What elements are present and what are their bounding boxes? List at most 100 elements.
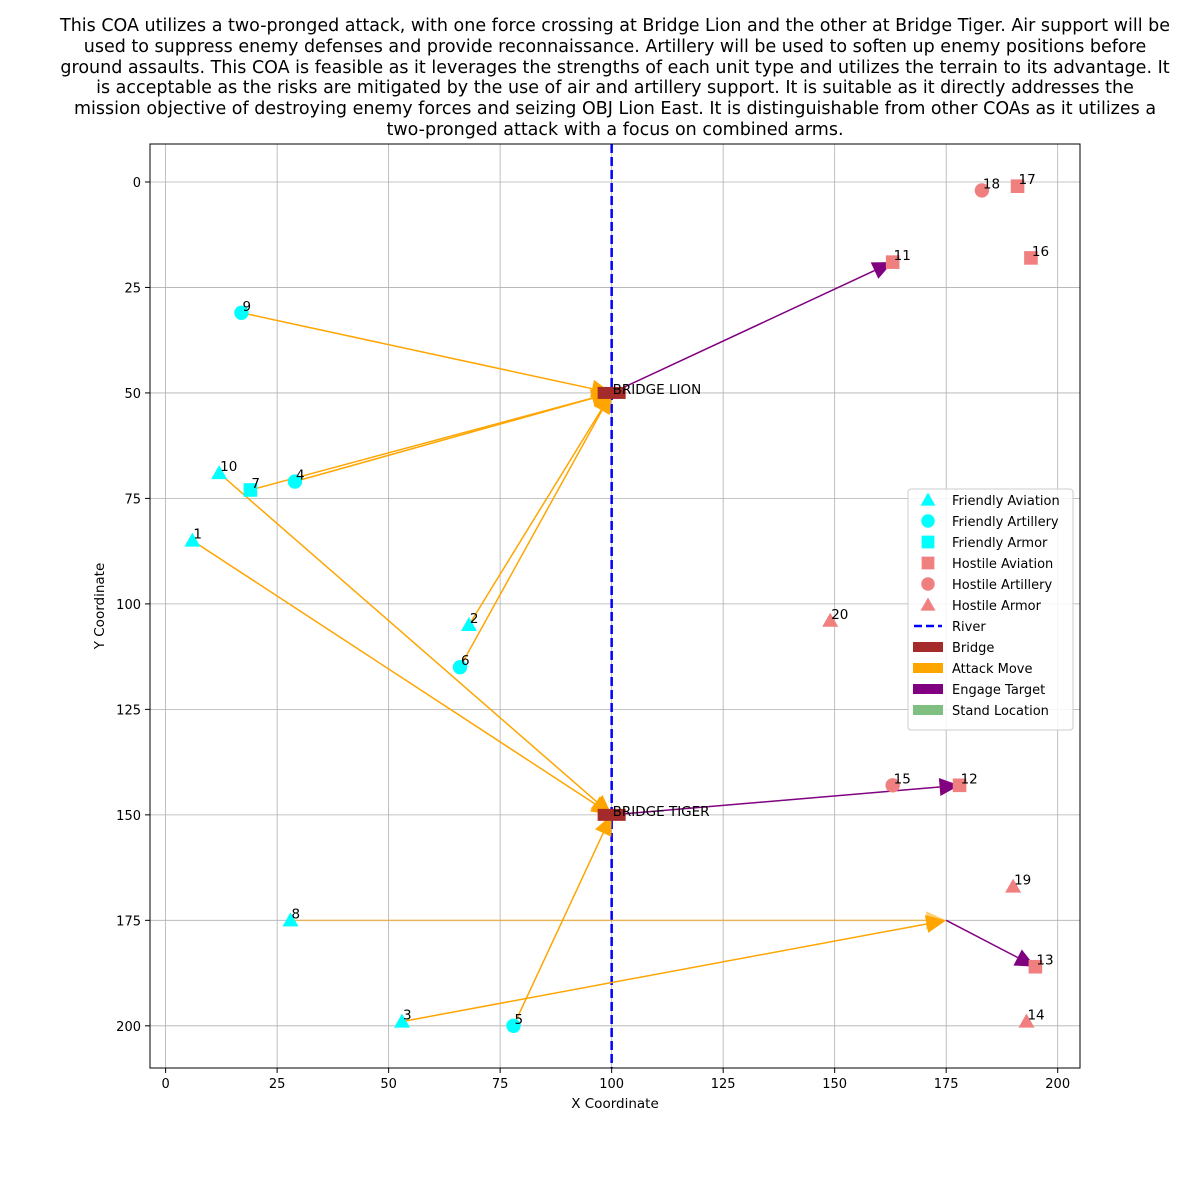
legend-circle-icon	[921, 514, 935, 528]
chart-title: This COA utilizes a two-pronged attack, …	[60, 16, 1171, 140]
bridge-label: BRIDGE LION	[613, 382, 702, 398]
friendly-circle-marker	[234, 305, 249, 320]
legend: Friendly Aviation Friendly Artillery Frien…	[907, 488, 1074, 731]
legend-triangle-icon	[920, 597, 936, 611]
unit-label: 15	[894, 771, 911, 787]
legend-label: Friendly Artillery	[952, 515, 1059, 530]
friendly-triangle-marker	[211, 465, 228, 480]
unit-label: 9	[242, 299, 251, 315]
hostile-triangle-marker	[1005, 878, 1022, 893]
unit-label: 12	[961, 771, 978, 787]
legend-patch-icon	[913, 684, 943, 694]
friendly-circle-marker	[287, 474, 303, 489]
friendly-circle-marker	[452, 659, 468, 675]
friendly-square-marker	[243, 483, 258, 497]
bridge-marker	[597, 386, 626, 399]
legend-label: Stand Location	[952, 704, 1049, 719]
unit-label: 5	[515, 1012, 524, 1028]
unit-label: 16	[1032, 244, 1049, 260]
x-axis-label: X Coordinate	[571, 1096, 659, 1112]
x-tick-label: 150	[822, 1077, 847, 1092]
friendly-triangle-marker	[394, 1013, 411, 1028]
unit-label: 4	[296, 468, 305, 484]
attack-move-layer	[191, 312, 947, 1027]
hostile-square-marker	[1010, 179, 1025, 193]
y-tick-label: 100	[116, 598, 141, 613]
attack-move-arrow	[290, 911, 947, 930]
unit-label: 11	[894, 248, 911, 264]
attack-move-arrow	[459, 392, 612, 668]
x-tick-label: 125	[711, 1077, 736, 1092]
y-axis-label: Y Coordinate	[92, 563, 108, 651]
engage-target-arrow	[945, 919, 1036, 967]
engage-target-arrow-shaft	[945, 919, 1018, 959]
legend-label: Bridge	[952, 641, 994, 656]
unit-label: 13	[1036, 953, 1053, 969]
legend-label: River	[952, 620, 986, 635]
attack-move-arrow	[401, 915, 947, 1023]
x-tick-label: 50	[380, 1077, 397, 1092]
unit-label: 8	[292, 906, 301, 922]
unit-label: 2	[470, 611, 479, 627]
attack-move-arrow-shaft	[191, 539, 596, 805]
y-tick-label: 75	[124, 492, 141, 507]
unit-label: 17	[1019, 172, 1036, 188]
attack-move-arrow-shaft	[250, 397, 593, 491]
attack-move-arrow-shaft	[512, 832, 604, 1027]
hostile-circle-marker	[885, 778, 900, 793]
y-tick-label: 175	[116, 914, 141, 929]
unit-label: 7	[251, 476, 260, 492]
legend-label: Hostile Armor	[952, 599, 1042, 614]
y-tick-label: 150	[116, 809, 141, 824]
legend-patch-icon	[913, 642, 943, 652]
legend-label: Hostile Aviation	[952, 557, 1053, 572]
legend-label: Engage Target	[952, 683, 1045, 698]
y-tick-label: 200	[116, 1020, 141, 1035]
legend-patch-icon	[913, 663, 943, 673]
attack-move-arrow	[468, 392, 612, 626]
engage-target-arrow	[611, 778, 960, 816]
engage-target-arrow-head	[938, 778, 960, 796]
legend-triangle-icon	[920, 492, 936, 506]
legend-patch-icon	[913, 705, 943, 715]
hostile-square-marker	[1024, 251, 1038, 265]
x-tick-label: 25	[269, 1077, 286, 1092]
unit-label: 20	[831, 607, 848, 623]
legend-label: Attack Move	[952, 662, 1033, 677]
attack-move-arrow-shaft	[468, 409, 602, 626]
legend-label: Hostile Artillery	[952, 578, 1052, 593]
x-tick-label: 100	[599, 1077, 624, 1092]
x-tick-label: 175	[934, 1077, 959, 1092]
y-tick-label: 0	[133, 176, 141, 191]
engage-target-arrow	[611, 262, 893, 394]
attack-move-arrow	[191, 539, 612, 815]
legend-square-icon	[921, 556, 935, 570]
unit-label: 10	[220, 459, 237, 475]
attack-move-arrow-shaft	[241, 312, 593, 390]
friendly-circle-marker	[506, 1018, 521, 1034]
legend-square-icon	[921, 535, 935, 549]
bridge-layer: BRIDGE LION BRIDGE TIGER	[597, 382, 710, 821]
y-tick-label: 125	[116, 703, 141, 718]
hostile-square-marker	[1028, 959, 1043, 974]
legend-label: Friendly Aviation	[952, 494, 1060, 509]
y-tick-label: 25	[124, 281, 141, 296]
unit-label: 1	[193, 527, 202, 543]
plot-frame	[149, 143, 1081, 1069]
attack-move-arrow-shaft	[401, 923, 927, 1023]
unit-label: 3	[403, 1008, 412, 1024]
unit-label: 19	[1014, 873, 1031, 889]
axes-layer: 0 25 50 75 100 125 150 175 200025507510012515017…	[92, 176, 1070, 1112]
hostile-triangle-marker	[822, 612, 839, 627]
unit-label: 6	[461, 653, 470, 669]
y-tick-label: 50	[124, 387, 141, 402]
engage-target-arrow-shaft	[611, 786, 940, 816]
attack-move-arrow	[241, 312, 612, 398]
x-tick-label: 0	[161, 1077, 169, 1092]
unit-label: 18	[983, 176, 1000, 192]
x-tick-label: 75	[492, 1077, 509, 1092]
x-tick-label: 200	[1045, 1077, 1070, 1092]
attack-move-arrow-head	[926, 911, 947, 930]
